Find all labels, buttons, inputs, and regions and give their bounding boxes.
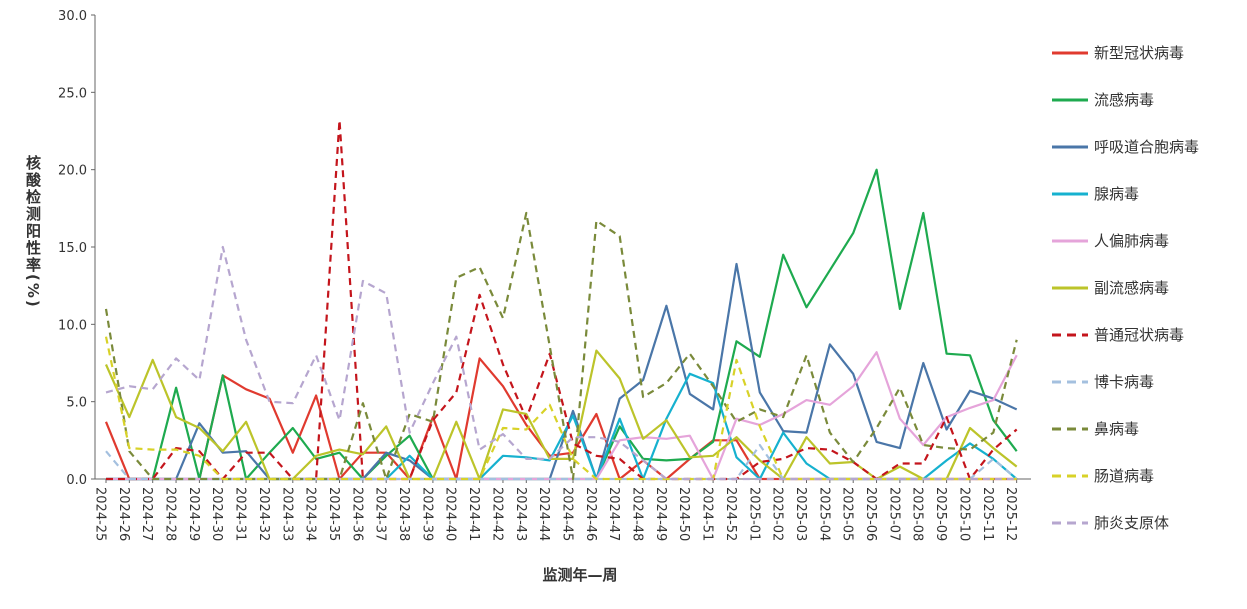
legend-label: 肠道病毒: [1094, 467, 1154, 485]
x-tick-label: 2025-03: [793, 487, 808, 541]
legend-label: 副流感病毒: [1094, 279, 1169, 297]
y-tick-label: 20.0: [58, 164, 87, 179]
x-tick-label: 2024-41: [466, 487, 481, 541]
x-tick-label: 2025-11: [980, 487, 995, 541]
x-tick-label: 2024-35: [326, 487, 341, 541]
x-tick-label: 2024-52: [723, 487, 738, 541]
x-tick-label: 2025-12: [1003, 487, 1018, 541]
x-tick-label: 2024-49: [653, 487, 668, 541]
x-tick-label: 2025-07: [886, 487, 901, 541]
x-tick-label: 2024-34: [303, 487, 318, 541]
legend-label: 流感病毒: [1094, 91, 1154, 109]
y-tick-label: 15.0: [58, 241, 87, 256]
x-tick-label: 2025-09: [933, 487, 948, 541]
x-tick-label: 2024-37: [373, 487, 388, 541]
legend-label: 普通冠状病毒: [1094, 326, 1184, 344]
y-axis-label: 核酸检测阳性率(%): [24, 155, 42, 309]
x-tick-label: 2025-08: [910, 487, 925, 541]
series-line-9: [104, 336, 1017, 481]
x-tick-label: 2024-32: [256, 487, 271, 541]
x-tick-label: 2025-10: [956, 487, 971, 541]
x-tick-label: 2025-05: [840, 487, 855, 541]
legend-label: 博卡病毒: [1094, 373, 1154, 391]
x-tick-label: 2024-28: [163, 487, 178, 541]
x-tick-label: 2025-04: [816, 487, 831, 541]
x-tick-label: 2024-44: [536, 487, 551, 541]
series-line-6: [106, 119, 1018, 481]
x-tick-label: 2024-51: [700, 487, 715, 541]
x-tick-label: 2024-47: [606, 487, 621, 541]
legend-label: 肺炎支原体: [1094, 514, 1169, 532]
x-axis-label: 监测年—周: [542, 566, 618, 584]
legend-label: 鼻病毒: [1094, 420, 1139, 438]
x-tick-label: 2024-27: [139, 487, 154, 541]
x-tick-label: 2024-38: [396, 487, 411, 541]
x-tick-label: 2024-26: [116, 487, 131, 541]
legend-label: 呼吸道合胞病毒: [1094, 138, 1199, 156]
legend-label: 腺病毒: [1094, 185, 1139, 203]
x-tick-label: 2024-31: [233, 487, 248, 541]
x-tick-label: 2024-48: [630, 487, 645, 541]
x-tick-label: 2024-25: [92, 487, 107, 541]
y-tick-label: 0.0: [66, 473, 87, 488]
x-tick-label: 2024-40: [443, 487, 458, 541]
series-layer: [104, 119, 1018, 481]
x-tick-label: 2024-46: [583, 487, 598, 541]
y-tick-label: 5.0: [66, 396, 87, 411]
legend-label: 人偏肺病毒: [1094, 232, 1169, 250]
x-tick-label: 2024-42: [489, 487, 504, 541]
y-tick-label: 25.0: [58, 86, 87, 101]
x-tick-label: 2024-29: [186, 487, 201, 541]
y-tick-label: 30.0: [58, 9, 87, 24]
x-tick-label: 2025-01: [746, 487, 761, 541]
y-tick-label: 10.0: [58, 318, 87, 333]
x-tick-label: 2024-45: [559, 487, 574, 541]
legend-label: 新型冠状病毒: [1094, 44, 1184, 62]
legend: 新型冠状病毒流感病毒呼吸道合胞病毒腺病毒人偏肺病毒副流感病毒普通冠状病毒博卡病毒…: [1052, 44, 1199, 532]
x-tick-label: 2025-06: [863, 487, 878, 541]
x-tick-label: 2024-39: [419, 487, 434, 541]
series-line-10: [105, 245, 1017, 481]
series-line-2: [106, 262, 1018, 481]
series-line-8: [104, 211, 1018, 481]
x-tick-label: 2024-30: [209, 487, 224, 541]
x-tick-label: 2024-36: [349, 487, 364, 541]
x-tick-label: 2024-50: [676, 487, 691, 541]
x-tick-label: 2024-33: [279, 487, 294, 541]
x-tick-label: 2025-02: [770, 487, 785, 541]
x-tick-label: 2024-43: [513, 487, 528, 541]
axes: 0.0 5.0 10.0 15.0 20.0 25.0 30.0 2024-25 2024-26…: [58, 9, 1031, 541]
